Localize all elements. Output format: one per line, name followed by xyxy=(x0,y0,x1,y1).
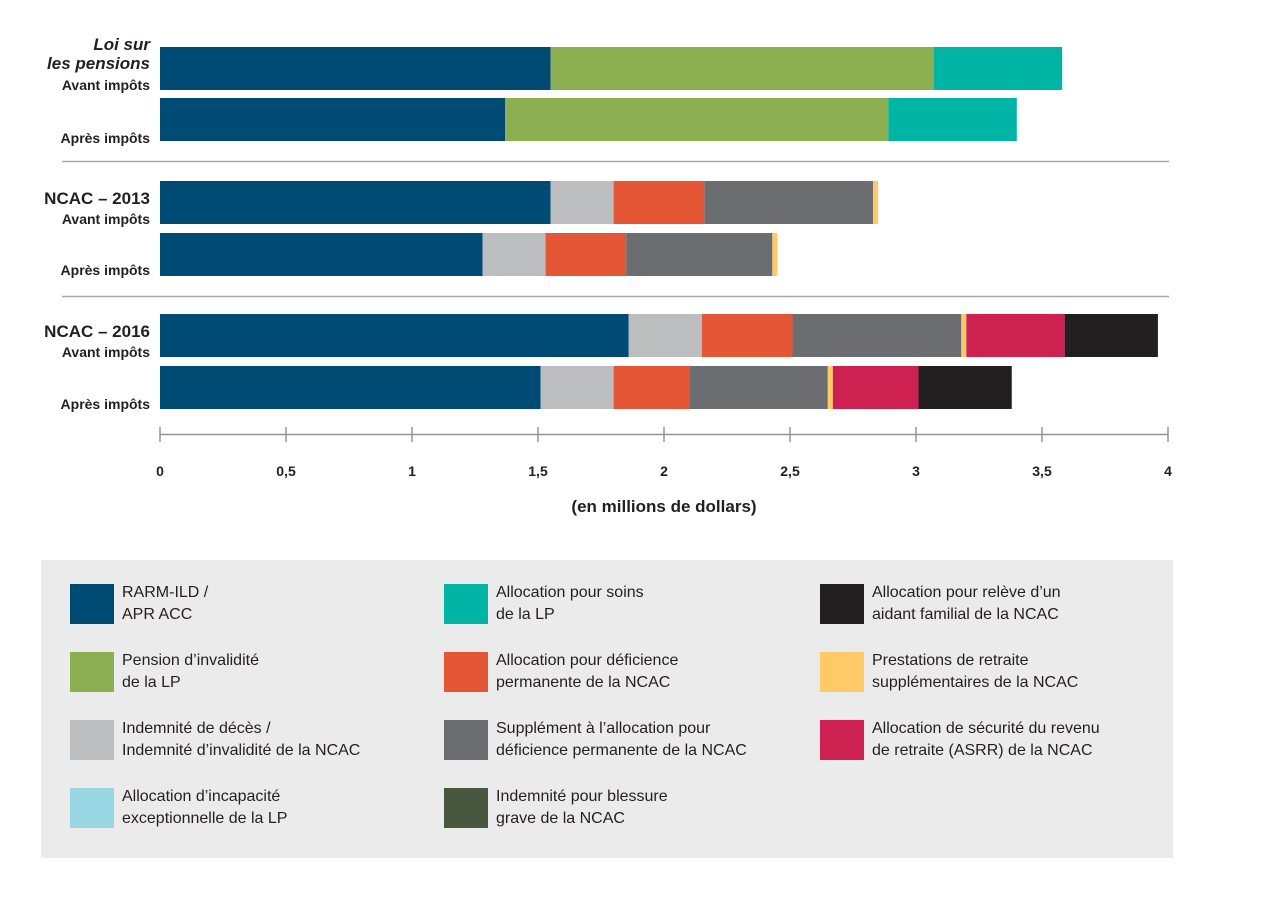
legend-item-incapacite: Allocation d’incapacité exceptionnelle d… xyxy=(70,786,410,834)
bar-segment-rarm xyxy=(160,314,629,357)
bar-segment-asrr xyxy=(832,366,919,409)
bar-label: Avant impôts xyxy=(61,344,150,360)
legend-label: Allocation pour relève d’un aidant famil… xyxy=(872,584,1061,623)
legend-swatch xyxy=(444,788,488,828)
bar-segment-retraite xyxy=(827,366,833,409)
bar-label: Avant impôts xyxy=(61,211,150,227)
legend-label: Allocation de sécurité du revenu de retr… xyxy=(872,720,1100,759)
legend-item-supplement: Supplément à l’allocation pour déficienc… xyxy=(444,718,784,766)
x-tick-label: 2 xyxy=(660,463,668,479)
bar-segment-pension xyxy=(550,47,934,90)
legend-label: Indemnité de décès / Indemnité d’invalid… xyxy=(122,720,361,759)
bar-segment-asrr xyxy=(966,314,1065,357)
legend: RARM-ILD / APR ACC Pension d’invalidité d… xyxy=(41,560,1173,858)
legend-label: Allocation pour soins de la LP xyxy=(496,584,644,623)
legend-label: Prestations de retraite supplémentaires … xyxy=(872,652,1079,691)
x-tick-label: 0 xyxy=(156,463,164,479)
legend-item-blessure: Indemnité pour blessure grave de la NCAC xyxy=(444,786,784,834)
bar-segment-supplement xyxy=(704,181,874,224)
bar-label: Avant impôts xyxy=(61,77,150,93)
legend-item-pension: Pension d’invalidité de la LP xyxy=(70,650,410,698)
bar-segment-deces xyxy=(628,314,702,357)
legend-label: Supplément à l’allocation pour déficienc… xyxy=(496,720,747,759)
x-tick-label: 3 xyxy=(912,463,920,479)
x-tick-label: 2,5 xyxy=(780,463,800,479)
legend-swatch xyxy=(444,584,488,624)
bar-label: Après impôts xyxy=(60,396,150,412)
legend-label: Pension d’invalidité de la LP xyxy=(122,652,259,691)
legend-item-deficience: Allocation pour déficience permanente de… xyxy=(444,650,784,698)
x-tick-label: 3,5 xyxy=(1032,463,1052,479)
bar-segment-supplement xyxy=(626,233,773,276)
legend-label: RARM-ILD / APR ACC xyxy=(122,584,209,623)
legend-item-deces: Indemnité de décès / Indemnité d’invalid… xyxy=(70,718,410,766)
x-axis-title: (en millions de dollars) xyxy=(571,497,757,516)
legend-label: Indemnité pour blessure grave de la NCAC xyxy=(496,788,668,827)
legend-label: Allocation d’incapacité exceptionnelle d… xyxy=(122,788,288,827)
bar-segment-deficience xyxy=(613,181,705,224)
bar-segment-retraite xyxy=(873,181,879,224)
bar-segment-rarm xyxy=(160,366,541,409)
legend-swatch xyxy=(70,788,114,828)
stacked-bar-chart xyxy=(62,47,1169,442)
bar-segment-supplement xyxy=(792,314,962,357)
x-tick-label: 1,5 xyxy=(528,463,548,479)
bar-segment-rarm xyxy=(160,181,551,224)
bar-segment-deces xyxy=(550,181,614,224)
legend-item-aidant: Allocation pour relève d’un aidant famil… xyxy=(820,582,1160,630)
x-tick-label: 1 xyxy=(408,463,416,479)
bar-label: Après impôts xyxy=(60,130,150,146)
legend-swatch xyxy=(70,652,114,692)
legend-swatch xyxy=(820,720,864,760)
bar-segment-rarm xyxy=(160,47,551,90)
bar-segment-deficience xyxy=(701,314,793,357)
legend-item-retraite: Prestations de retraite supplémentaires … xyxy=(820,650,1160,698)
bar-segment-aidant xyxy=(918,366,1012,409)
group-title: NCAC – 2016 xyxy=(44,322,150,341)
legend-item-asrr: Allocation de sécurité du revenu de retr… xyxy=(820,718,1160,766)
bar-segment-soins xyxy=(888,98,1017,141)
bar-segment-deficience xyxy=(545,233,627,276)
legend-swatch xyxy=(70,720,114,760)
bar-segment-aidant xyxy=(1064,314,1158,357)
bar-segment-deces xyxy=(482,233,546,276)
legend-swatch xyxy=(820,652,864,692)
bar-segment-rarm xyxy=(160,233,483,276)
group-title: NCAC – 2013 xyxy=(44,189,150,208)
bar-segment-soins xyxy=(933,47,1063,90)
bar-segment-retraite xyxy=(772,233,778,276)
legend-swatch xyxy=(70,584,114,624)
legend-swatch xyxy=(820,584,864,624)
bar-segment-retraite xyxy=(961,314,967,357)
legend-swatch xyxy=(444,652,488,692)
bar-segment-supplement xyxy=(689,366,828,409)
legend-item-rarm: RARM-ILD / APR ACC xyxy=(70,582,410,630)
x-tick-label: 4 xyxy=(1164,463,1172,479)
legend-item-soins: Allocation pour soins de la LP xyxy=(444,582,784,630)
x-tick-label: 0,5 xyxy=(276,463,296,479)
bar-label: Après impôts xyxy=(60,262,150,278)
bar-segment-deces xyxy=(540,366,614,409)
legend-label: Allocation pour déficience permanente de… xyxy=(496,652,679,691)
group-title: les pensions xyxy=(47,54,150,73)
group-title: Loi sur xyxy=(93,35,150,54)
bar-segment-deficience xyxy=(613,366,690,409)
legend-swatch xyxy=(444,720,488,760)
bar-segment-rarm xyxy=(160,98,506,141)
bar-segment-pension xyxy=(505,98,889,141)
